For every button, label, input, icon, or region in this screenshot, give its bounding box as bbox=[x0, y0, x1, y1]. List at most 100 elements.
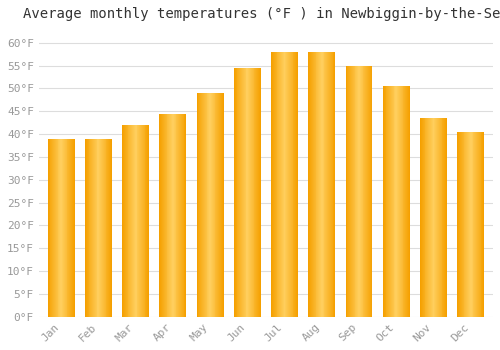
Bar bbox=[64, 139, 65, 317]
Bar bbox=[404, 86, 405, 317]
Bar bbox=[87, 139, 88, 317]
Bar bbox=[279, 52, 280, 317]
Bar bbox=[201, 93, 202, 317]
Bar bbox=[198, 93, 200, 317]
Bar bbox=[283, 52, 284, 317]
Bar bbox=[71, 139, 72, 317]
Bar bbox=[274, 52, 275, 317]
Bar bbox=[329, 52, 330, 317]
Bar bbox=[392, 86, 394, 317]
Bar bbox=[172, 113, 173, 317]
Bar bbox=[282, 52, 283, 317]
Bar bbox=[327, 52, 328, 317]
Bar bbox=[291, 52, 292, 317]
Bar bbox=[320, 52, 321, 317]
Bar bbox=[126, 125, 128, 317]
Bar bbox=[162, 113, 163, 317]
Bar bbox=[332, 52, 334, 317]
Bar bbox=[212, 93, 213, 317]
Bar bbox=[284, 52, 286, 317]
Bar bbox=[182, 113, 184, 317]
Bar bbox=[280, 52, 281, 317]
Bar bbox=[260, 68, 261, 317]
Bar bbox=[271, 52, 272, 317]
Bar bbox=[219, 93, 220, 317]
Bar bbox=[383, 86, 384, 317]
Bar bbox=[163, 113, 164, 317]
Bar bbox=[406, 86, 407, 317]
Bar bbox=[143, 125, 144, 317]
Bar bbox=[321, 52, 322, 317]
Bar bbox=[161, 113, 162, 317]
Bar bbox=[369, 65, 370, 317]
Bar bbox=[460, 132, 461, 317]
Bar bbox=[93, 139, 94, 317]
Bar bbox=[258, 68, 259, 317]
Bar bbox=[141, 125, 142, 317]
Bar bbox=[311, 52, 312, 317]
Bar bbox=[66, 139, 68, 317]
Bar bbox=[102, 139, 103, 317]
Bar bbox=[138, 125, 139, 317]
Bar bbox=[106, 139, 108, 317]
Bar bbox=[111, 139, 112, 317]
Bar bbox=[62, 139, 63, 317]
Bar bbox=[50, 139, 51, 317]
Bar bbox=[370, 65, 372, 317]
Bar bbox=[364, 65, 366, 317]
Bar bbox=[100, 139, 101, 317]
Bar bbox=[96, 139, 98, 317]
Bar bbox=[53, 139, 54, 317]
Bar bbox=[250, 68, 251, 317]
Bar bbox=[125, 125, 126, 317]
Bar bbox=[94, 139, 95, 317]
Bar bbox=[104, 139, 106, 317]
Bar bbox=[478, 132, 479, 317]
Bar bbox=[214, 93, 216, 317]
Bar bbox=[249, 68, 250, 317]
Bar bbox=[103, 139, 104, 317]
Bar bbox=[426, 118, 428, 317]
Bar bbox=[109, 139, 110, 317]
Bar bbox=[139, 125, 140, 317]
Bar bbox=[147, 125, 148, 317]
Bar bbox=[257, 68, 258, 317]
Bar bbox=[234, 68, 235, 317]
Bar bbox=[479, 132, 480, 317]
Bar bbox=[483, 132, 484, 317]
Bar bbox=[423, 118, 424, 317]
Bar bbox=[70, 139, 71, 317]
Bar bbox=[437, 118, 438, 317]
Bar bbox=[206, 93, 208, 317]
Bar bbox=[287, 52, 288, 317]
Bar bbox=[204, 93, 205, 317]
Bar bbox=[482, 132, 484, 317]
Bar bbox=[73, 139, 74, 317]
Bar bbox=[400, 86, 401, 317]
Bar bbox=[252, 68, 254, 317]
Bar bbox=[289, 52, 290, 317]
Bar bbox=[64, 139, 66, 317]
Bar bbox=[464, 132, 466, 317]
Bar bbox=[276, 52, 278, 317]
Bar bbox=[278, 52, 279, 317]
Bar bbox=[330, 52, 332, 317]
Bar bbox=[409, 86, 410, 317]
Bar bbox=[424, 118, 426, 317]
Bar bbox=[386, 86, 388, 317]
Bar bbox=[468, 132, 469, 317]
Bar bbox=[58, 139, 59, 317]
Bar bbox=[140, 125, 141, 317]
Bar bbox=[130, 125, 131, 317]
Bar bbox=[396, 86, 397, 317]
Bar bbox=[477, 132, 478, 317]
Bar bbox=[388, 86, 389, 317]
Bar bbox=[259, 68, 260, 317]
Bar bbox=[389, 86, 390, 317]
Bar bbox=[439, 118, 440, 317]
Bar bbox=[218, 93, 219, 317]
Bar bbox=[420, 118, 421, 317]
Bar bbox=[461, 132, 462, 317]
Bar bbox=[171, 113, 172, 317]
Bar bbox=[92, 139, 93, 317]
